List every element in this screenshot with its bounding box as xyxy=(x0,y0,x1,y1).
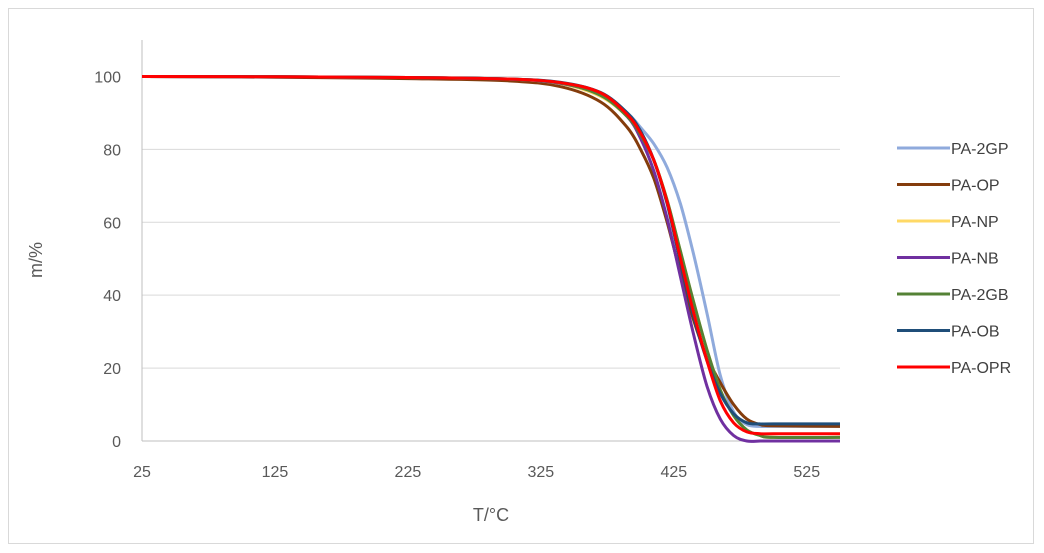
x-tick-label: 425 xyxy=(660,464,687,481)
x-tick-label: 525 xyxy=(793,464,820,481)
legend-label: PA-NP xyxy=(951,214,999,231)
x-tick-label: 225 xyxy=(395,464,422,481)
axes xyxy=(141,40,840,442)
legend-label: PA-2GB xyxy=(951,287,1009,304)
legend-label: PA-2GP xyxy=(951,141,1009,158)
y-tick-labels: 0 20 40 60 80 100 xyxy=(94,69,121,451)
legend-item-pa-2gb: PA-2GB xyxy=(897,287,1009,304)
x-tick-label: 325 xyxy=(528,464,555,481)
y-axis-label: m/% xyxy=(26,242,46,278)
series-lines xyxy=(141,75,841,443)
legend-item-pa-np: PA-NP xyxy=(897,214,999,231)
y-tick-label: 20 xyxy=(103,361,121,378)
y-tick-label: 100 xyxy=(94,69,121,86)
y-tick-label: 0 xyxy=(112,434,121,451)
legend-item-pa-nb: PA-NB xyxy=(897,251,999,268)
chart-frame xyxy=(8,8,1034,544)
y-tick-label: 60 xyxy=(103,215,121,232)
y-tick-label: 40 xyxy=(103,288,121,305)
y-tick-label: 80 xyxy=(103,142,121,159)
legend-label: PA-NB xyxy=(951,251,999,268)
series-line-pa-2gp xyxy=(141,75,840,429)
legend: PA-2GP PA-OP PA-NP PA-NB PA-2GB PA-OB PA-OPR xyxy=(897,141,1011,377)
legend-label: PA-OB xyxy=(951,324,1000,341)
series-line-pa-nb xyxy=(141,75,840,443)
legend-item-pa-opr: PA-OPR xyxy=(897,360,1011,377)
gridlines xyxy=(142,75,840,369)
x-tick-label: 25 xyxy=(133,464,151,481)
legend-item-pa-ob: PA-OB xyxy=(897,324,1000,341)
series-line-pa-2gb xyxy=(141,75,841,440)
series-line-pa-np xyxy=(141,75,841,440)
legend-label: PA-OPR xyxy=(951,360,1011,377)
legend-label: PA-OP xyxy=(951,178,1000,195)
x-tick-label: 125 xyxy=(262,464,289,481)
x-tick-labels: 25 125 225 325 425 525 xyxy=(133,464,820,481)
series-line-pa-ob xyxy=(141,75,840,426)
series-line-pa-opr xyxy=(141,75,840,436)
legend-item-pa-2gp: PA-2GP xyxy=(897,141,1009,158)
legend-item-pa-op: PA-OP xyxy=(897,178,1000,195)
x-axis-label: T/°C xyxy=(473,505,509,525)
series-line-pa-op xyxy=(141,75,841,428)
